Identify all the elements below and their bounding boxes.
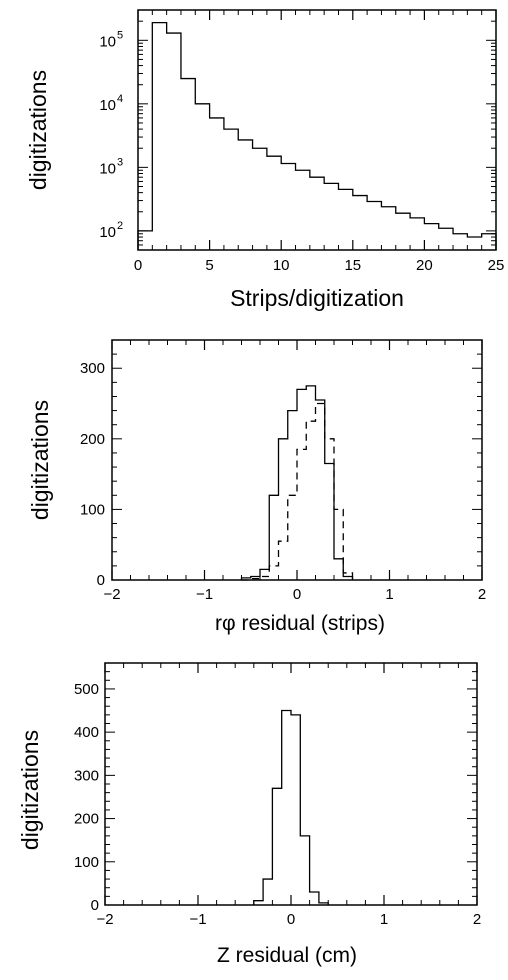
y-tick-label: 100: [74, 854, 99, 871]
x-tick-label: 2: [478, 586, 486, 603]
z-residual-panel: −2 −1 0 1 2 0 100 200 300 400 500 Z residual (cm)…: [17, 662, 481, 967]
y-tick-exponent: 2: [117, 220, 123, 232]
x-axis-label: Z residual (cm): [217, 944, 357, 967]
y-tick-label: 400: [74, 724, 99, 741]
tick-marks: [104, 662, 478, 906]
x-tick-label: 0: [134, 257, 142, 274]
plot-frame: [137, 9, 497, 251]
histogram-bars: [240, 385, 354, 581]
x-tick-label: −2: [96, 911, 113, 928]
y-tick-label: 10: [99, 224, 116, 241]
x-tick-label: 5: [205, 257, 213, 274]
y-tick-label: 200: [80, 431, 105, 448]
y-axis-label: digitizations: [25, 70, 51, 190]
x-tick-label: 1: [385, 586, 393, 603]
solid-histogram-line: [240, 385, 354, 580]
y-tick-labels: 0 100 200 300 400 500: [74, 681, 99, 914]
y-tick-label: 10: [99, 33, 116, 50]
x-tick-label: −1: [189, 911, 206, 928]
y-tick-exponent: 4: [117, 93, 123, 105]
y-tick-label: 0: [97, 572, 105, 589]
dashed-histogram-line: [241, 402, 354, 581]
x-tick-label: 15: [344, 257, 361, 274]
tick-marks: [111, 339, 483, 581]
x-axis-label: rφ residual (strips): [215, 612, 385, 635]
y-tick-label: 10: [99, 97, 116, 114]
x-tick-label: 0: [293, 586, 301, 603]
x-tick-label: 0: [287, 911, 295, 928]
x-tick-label: −1: [196, 586, 213, 603]
solid-histogram-line: [253, 709, 329, 905]
tick-marks: [137, 9, 497, 251]
plot-frame: [111, 339, 483, 581]
x-tick-label: 1: [380, 911, 388, 928]
y-tick-label: 500: [74, 681, 99, 698]
histogram-bars: [253, 709, 329, 905]
x-tick-label: 10: [273, 257, 290, 274]
plot-frame: [104, 662, 478, 906]
y-tick-exponent: 5: [117, 29, 123, 41]
histogram-bars: [137, 21, 497, 250]
y-tick-label: 100: [80, 501, 105, 518]
x-tick-label: 2: [473, 911, 481, 928]
y-tick-label: 0: [91, 897, 99, 914]
x-tick-labels: −2 −1 0 1 2: [103, 586, 486, 603]
x-tick-labels: −2 −1 0 1 2: [96, 911, 481, 928]
y-tick-label: 300: [80, 360, 105, 377]
y-tick-label: 10: [99, 160, 116, 177]
solid-histogram-line: [137, 21, 497, 250]
y-tick-labels: 0 100 200 300: [80, 360, 105, 589]
x-tick-label: 25: [488, 257, 505, 274]
y-tick-label: 300: [74, 767, 99, 784]
y-tick-exponent: 3: [117, 156, 123, 168]
x-axis-label: Strips/digitization: [230, 285, 404, 311]
x-tick-label: 20: [416, 257, 433, 274]
y-tick-label: 200: [74, 811, 99, 828]
y-axis-label: digitizations: [17, 730, 43, 850]
x-tick-labels: 0 5 10 15 20 25: [134, 257, 505, 274]
y-axis-label: digitizations: [27, 400, 53, 520]
x-tick-label: −2: [103, 586, 120, 603]
